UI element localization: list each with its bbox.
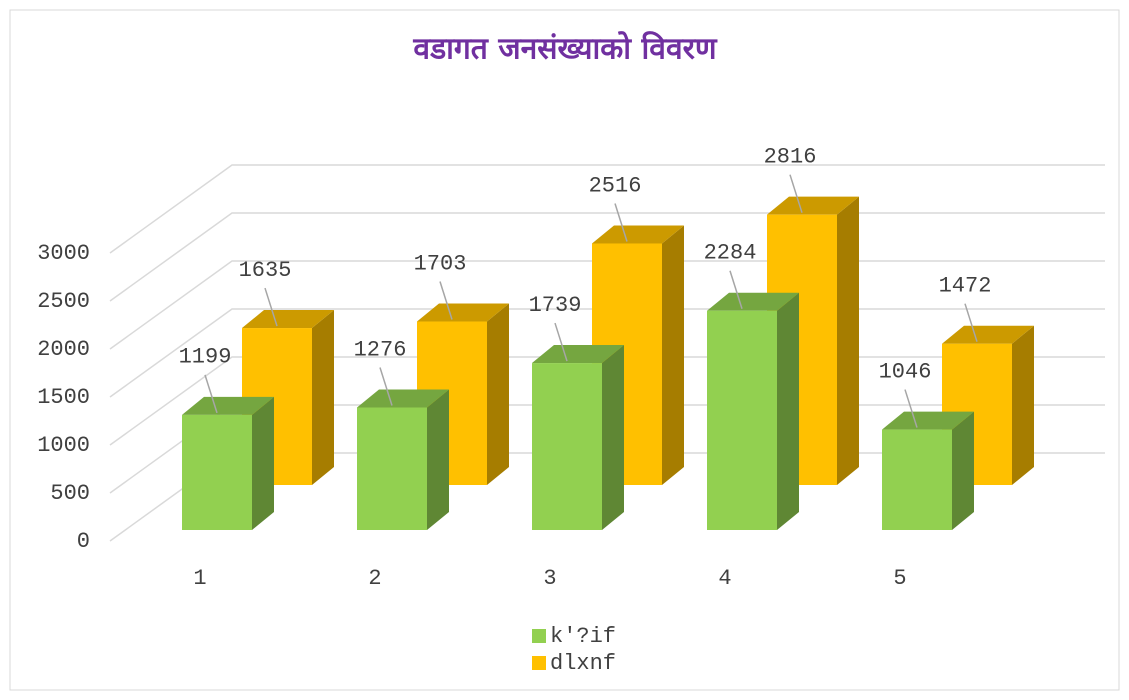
x-tick-label: 2 [368,566,381,591]
data-label: 1635 [239,258,292,283]
bar-side [312,310,334,485]
data-label: 2816 [764,144,817,169]
bar-top [767,196,859,215]
bar-side [777,292,799,530]
bar [182,396,274,530]
leader-line [264,287,278,327]
data-label: 1276 [354,337,407,362]
leader-line [729,270,743,309]
data-label: 2516 [589,173,642,198]
data-label: 1046 [879,359,932,384]
y-tick-label: 1000 [37,433,90,458]
bar-top [882,411,974,430]
leader-line [204,374,218,414]
bar-top [942,325,1034,344]
bar-top [242,310,334,329]
bar-top [182,396,274,415]
bar-front [357,407,427,530]
bar-top [417,303,509,322]
data-label: 1739 [529,293,582,318]
leader-line [554,322,568,362]
data-label: 1703 [414,251,467,276]
bar [532,345,624,530]
bar [357,389,449,530]
y-tick-label: 3000 [37,241,90,266]
legend-label: dlxnf [550,651,616,676]
bar [882,411,974,530]
grid-line [109,164,1105,254]
y-tick-label: 500 [50,481,90,506]
x-tick-label: 3 [543,566,556,591]
data-label: 2284 [704,241,757,266]
x-tick-label: 4 [718,566,731,591]
y-tick-label: 2000 [37,337,90,362]
bar-top [532,345,624,364]
bar-side [662,225,684,486]
bar-top [707,292,799,311]
leader-line [964,303,978,342]
leader-line [614,203,628,242]
leader-line [904,389,918,428]
y-tick-label: 2500 [37,289,90,314]
leader-line [379,367,393,406]
legend-swatch [532,629,546,643]
chart-title: वडागत जनसंख्याको विवरण [412,31,717,67]
bar-top [592,225,684,244]
bar-side [837,196,859,485]
bar-top [357,389,449,408]
bar-front [707,310,777,530]
bar-side [1012,325,1034,485]
bar-front [882,429,952,530]
bar-side [487,303,509,485]
x-tick-label: 1 [193,566,206,591]
leader-line [789,174,803,213]
bar-side [952,411,974,530]
legend-swatch [532,656,546,670]
bar-front [182,414,252,530]
bar-side [427,389,449,530]
bar [707,292,799,530]
y-tick-label: 1500 [37,385,90,410]
bar-side [602,345,624,530]
bar-side [252,396,274,530]
bar-front [532,363,602,530]
legend-label: k'?if [550,624,616,649]
data-label: 1472 [939,274,992,299]
y-tick-label: 0 [77,529,90,554]
data-label: 1199 [179,345,232,370]
leader-line [439,281,453,320]
x-tick-label: 5 [893,566,906,591]
